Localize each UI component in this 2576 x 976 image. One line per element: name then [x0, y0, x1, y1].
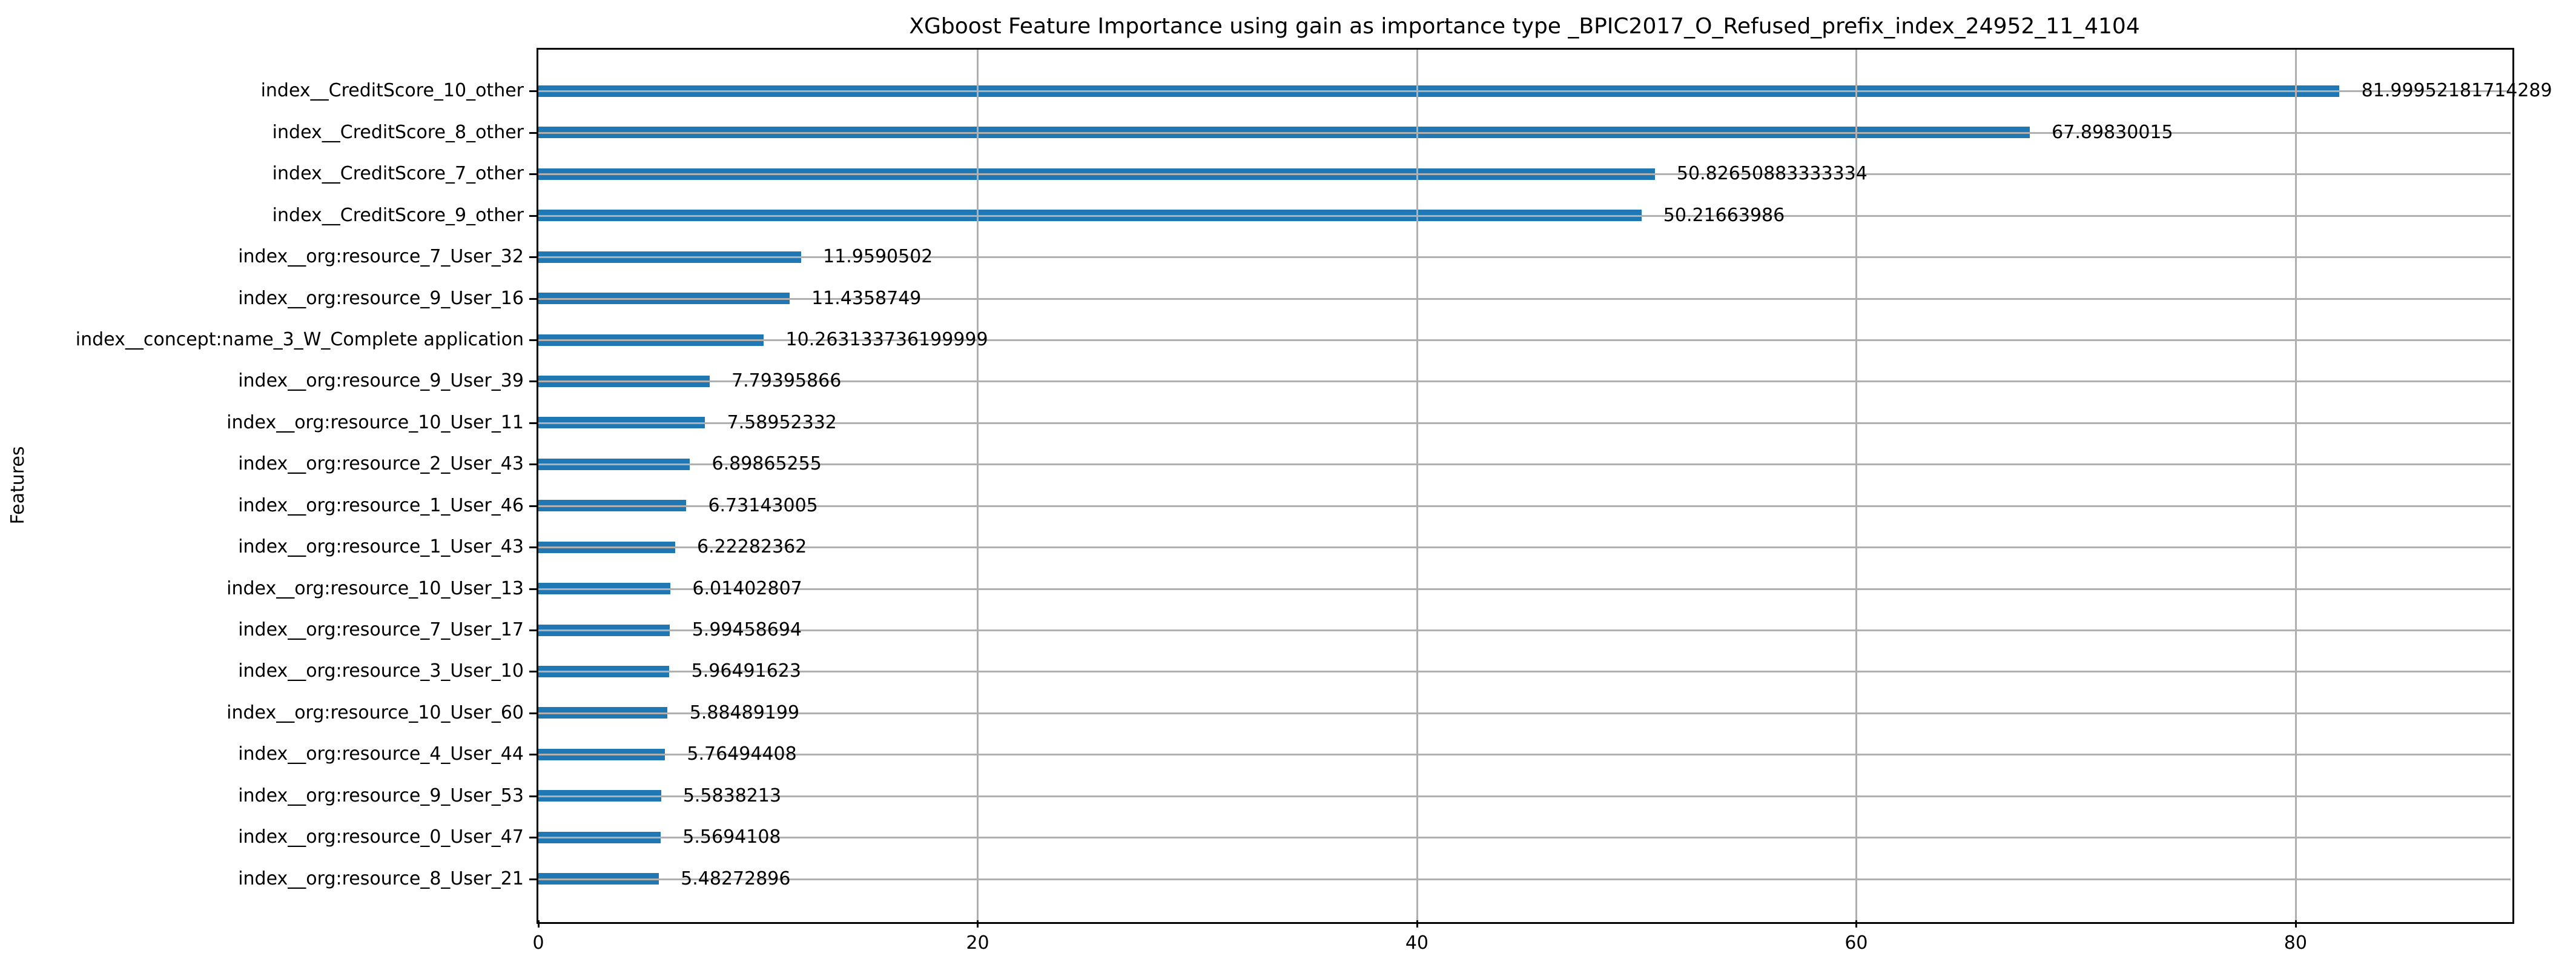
feature-tick-label: index__CreditScore_7_other — [272, 163, 524, 185]
y-tick-mark — [529, 339, 537, 341]
feature-tick-label: index__org:resource_10_User_11 — [226, 411, 524, 433]
y-gridline — [538, 90, 2511, 93]
feature-tick-label: index__CreditScore_8_other — [272, 121, 524, 143]
feature-tick-label: index__org:resource_9_User_39 — [238, 370, 524, 392]
y-tick-mark — [529, 754, 537, 756]
y-gridline — [538, 505, 2511, 507]
x-tick-mark — [1855, 920, 1858, 928]
y-gridline — [538, 380, 2511, 383]
x-tick-label: 40 — [1405, 932, 1429, 954]
bar-value-label: 6.73143005 — [708, 494, 818, 516]
y-gridline — [538, 671, 2511, 673]
bar-value-label: 81.99952181714289 — [2361, 80, 2552, 102]
y-tick-mark — [529, 173, 537, 176]
bar-value-label: 5.99458694 — [692, 619, 802, 640]
x-tick-label: 0 — [532, 932, 544, 954]
y-tick-mark — [529, 90, 537, 93]
feature-tick-label: index__org:resource_7_User_32 — [238, 246, 524, 268]
y-gridline — [538, 422, 2511, 424]
y-gridline — [538, 795, 2511, 797]
y-gridline — [538, 588, 2511, 590]
feature-tick-label: index__org:resource_9_User_16 — [238, 287, 524, 309]
y-tick-mark — [529, 629, 537, 631]
bar-value-label: 7.58952332 — [727, 411, 837, 433]
y-tick-mark — [529, 837, 537, 839]
bar-value-label: 11.9590502 — [823, 246, 933, 268]
feature-tick-label: index__CreditScore_10_other — [260, 80, 524, 102]
y-tick-mark — [529, 463, 537, 466]
y-tick-mark — [529, 380, 537, 383]
x-tick-label: 20 — [966, 932, 989, 954]
y-tick-mark — [529, 588, 537, 590]
y-tick-mark — [529, 214, 537, 217]
feature-tick-label: index__org:resource_4_User_44 — [238, 743, 524, 765]
y-tick-mark — [529, 878, 537, 880]
bar-value-label: 50.21663986 — [1663, 204, 1785, 226]
feature-tick-label: index__concept:name_3_W_Complete applica… — [75, 329, 524, 350]
bar-value-label: 67.89830015 — [2052, 121, 2173, 143]
y-gridline — [538, 546, 2511, 549]
feature-tick-label: index__org:resource_8_User_21 — [238, 868, 524, 889]
y-tick-mark — [529, 546, 537, 549]
y-gridline — [538, 463, 2511, 466]
feature-tick-label: index__org:resource_0_User_47 — [238, 826, 524, 848]
x-tick-mark — [2294, 920, 2297, 928]
y-gridline — [538, 837, 2511, 839]
feature-tick-label: index__org:resource_7_User_17 — [238, 619, 524, 640]
y-gridline — [538, 339, 2511, 341]
y-tick-mark — [529, 505, 537, 507]
bar-value-label: 50.82650883333334 — [1676, 163, 1868, 185]
x-gridline — [977, 50, 979, 920]
feature-tick-label: index__org:resource_1_User_46 — [238, 494, 524, 516]
y-gridline — [538, 629, 2511, 631]
feature-tick-label: index__org:resource_10_User_13 — [226, 577, 524, 599]
bar-value-label: 6.89865255 — [712, 453, 822, 475]
x-tick-mark — [1416, 920, 1418, 928]
bar-value-label: 5.76494408 — [687, 743, 797, 765]
feature-tick-label: index__org:resource_10_User_60 — [226, 702, 524, 723]
bar-value-label: 5.5838213 — [682, 785, 782, 806]
feature-tick-label: index__org:resource_1_User_43 — [238, 536, 524, 558]
y-tick-mark — [529, 712, 537, 714]
bar-value-label: 11.4358749 — [811, 287, 922, 309]
y-gridline — [538, 256, 2511, 259]
x-tick-mark — [538, 920, 540, 928]
y-tick-mark — [529, 671, 537, 673]
y-gridline — [538, 131, 2511, 134]
y-gridline — [538, 754, 2511, 756]
y-gridline — [538, 878, 2511, 880]
bar-value-label: 5.48272896 — [681, 868, 791, 889]
bar-value-label: 10.263133736199999 — [785, 329, 988, 350]
feature-tick-label: index__org:resource_2_User_43 — [238, 453, 524, 475]
y-gridline — [538, 173, 2511, 176]
x-tick-label: 80 — [2284, 932, 2307, 954]
x-gridline — [2294, 50, 2297, 920]
bar-value-label: 5.96491623 — [691, 660, 801, 682]
y-gridline — [538, 214, 2511, 217]
y-tick-mark — [529, 256, 537, 259]
x-gridline — [1416, 50, 1418, 920]
bar-value-label: 5.5694108 — [682, 826, 781, 848]
y-gridline — [538, 712, 2511, 714]
x-tick-label: 60 — [1844, 932, 1868, 954]
feature-tick-label: index__CreditScore_9_other — [272, 204, 524, 226]
x-gridline — [1855, 50, 1858, 920]
y-tick-mark — [529, 795, 537, 797]
y-tick-mark — [529, 131, 537, 134]
feature-tick-label: index__org:resource_9_User_53 — [238, 785, 524, 806]
chart-title: XGboost Feature Importance using gain as… — [909, 14, 2140, 39]
y-tick-mark — [529, 297, 537, 300]
x-tick-mark — [977, 920, 979, 928]
bar-value-label: 6.01402807 — [692, 577, 802, 599]
y-gridline — [538, 297, 2511, 300]
y-tick-mark — [529, 422, 537, 424]
bar-value-label: 6.22282362 — [696, 536, 807, 558]
bar-value-label: 5.88489199 — [689, 702, 800, 723]
feature-tick-label: index__org:resource_3_User_10 — [238, 660, 524, 682]
bar-value-label: 7.79395866 — [731, 370, 842, 392]
